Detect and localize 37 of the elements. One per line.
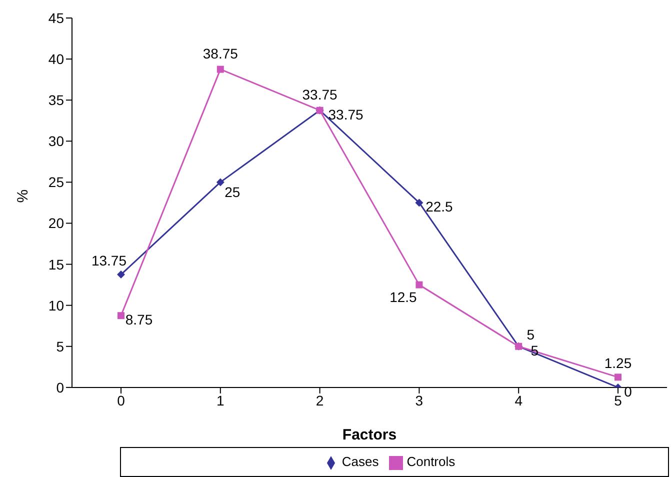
data-label: 1.25 <box>604 355 632 372</box>
y-tick-label: 40 <box>48 51 64 68</box>
point <box>117 270 125 279</box>
point <box>216 66 224 73</box>
y-tick-label: 10 <box>48 297 64 314</box>
data-label: 5 <box>526 326 535 342</box>
y-tick-label: 5 <box>56 338 64 354</box>
point <box>118 312 124 320</box>
y-tick-label: 45 <box>48 10 64 26</box>
y-tick-label: 30 <box>48 133 64 150</box>
x-axis-title: Factors <box>342 426 397 444</box>
y-axis-title: % <box>14 189 32 203</box>
y-tick-label: 35 <box>48 92 64 108</box>
point <box>416 281 423 288</box>
point <box>614 374 622 381</box>
x-tick-label: 0 <box>117 392 126 408</box>
data-label: 12.5 <box>390 288 418 305</box>
data-label: 22.5 <box>426 198 454 215</box>
y-tick-label: 20 <box>48 215 64 232</box>
data-label: 33.75 <box>328 106 364 122</box>
x-tick-label: 5 <box>614 392 622 408</box>
point <box>415 198 424 207</box>
data-label: 33.75 <box>302 86 338 102</box>
x-tick-label: 2 <box>316 392 324 408</box>
legend-label: Cases <box>342 454 379 470</box>
legend-label: Controls <box>406 454 456 470</box>
data-label: 8.75 <box>125 312 153 328</box>
data-label: 38.75 <box>202 45 238 62</box>
x-tick-label: 4 <box>514 392 523 408</box>
x-tick-label: 1 <box>216 392 224 408</box>
x-tick-label: 3 <box>415 392 424 408</box>
y-tick-label: 25 <box>48 174 64 190</box>
y-tick-label: 15 <box>48 256 64 272</box>
point <box>216 178 224 186</box>
y-tick-label: 0 <box>56 379 64 396</box>
data-label: 13.75 <box>91 252 127 269</box>
data-label: 25 <box>224 184 240 200</box>
